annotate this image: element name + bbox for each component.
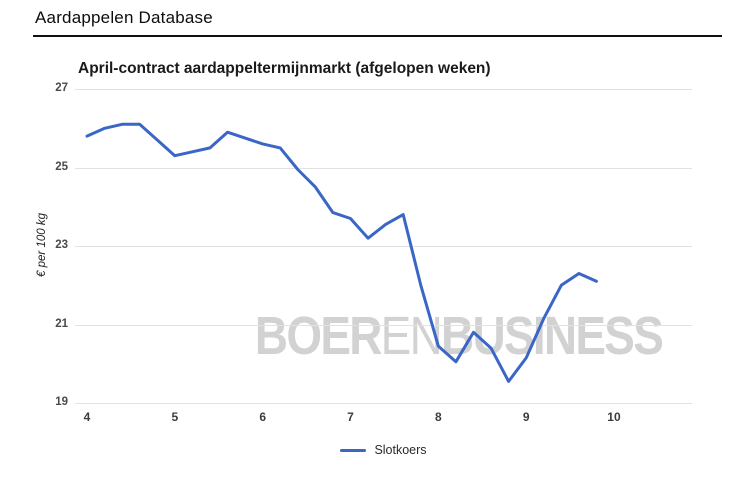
legend-label: Slotkoers bbox=[374, 443, 427, 457]
slotkoers-series-line bbox=[85, 122, 598, 383]
x-tick-label: 6 bbox=[259, 410, 266, 424]
gridline-21 bbox=[75, 324, 692, 326]
boerenbusiness-watermark: BOERENBUSINESS bbox=[196, 305, 720, 367]
x-tick-label: 10 bbox=[607, 410, 621, 424]
legend: Slotkoers bbox=[75, 443, 692, 457]
chart-title: April-contract aardappeltermijnmarkt (af… bbox=[78, 60, 491, 77]
x-tick-label: 7 bbox=[347, 410, 354, 424]
y-tick-label: 27 bbox=[55, 82, 68, 94]
y-tick-label: 19 bbox=[55, 396, 68, 408]
watermark-part-boer: BOER bbox=[254, 306, 383, 366]
header-divider bbox=[33, 35, 722, 37]
y-tick-label: 25 bbox=[55, 160, 68, 173]
y-tick-label: 23 bbox=[55, 239, 68, 251]
gridline-25 bbox=[75, 167, 692, 169]
plot-area: BOERENBUSINESS bbox=[75, 89, 692, 404]
watermark-part-en: EN bbox=[380, 306, 443, 366]
gridline-23 bbox=[75, 246, 692, 247]
legend-line-swatch bbox=[340, 448, 367, 452]
x-tick-label: 4 bbox=[83, 410, 91, 424]
gridline-19 bbox=[75, 403, 692, 404]
slotkoers-line-chart bbox=[85, 122, 598, 383]
page-title: Aardappelen Database bbox=[35, 8, 213, 27]
y-tick-label: 21 bbox=[55, 317, 68, 330]
x-tick-label: 5 bbox=[171, 410, 179, 424]
x-tick-label: 8 bbox=[434, 410, 442, 424]
x-tick-label: 9 bbox=[522, 410, 530, 424]
gridline-27 bbox=[75, 89, 692, 90]
